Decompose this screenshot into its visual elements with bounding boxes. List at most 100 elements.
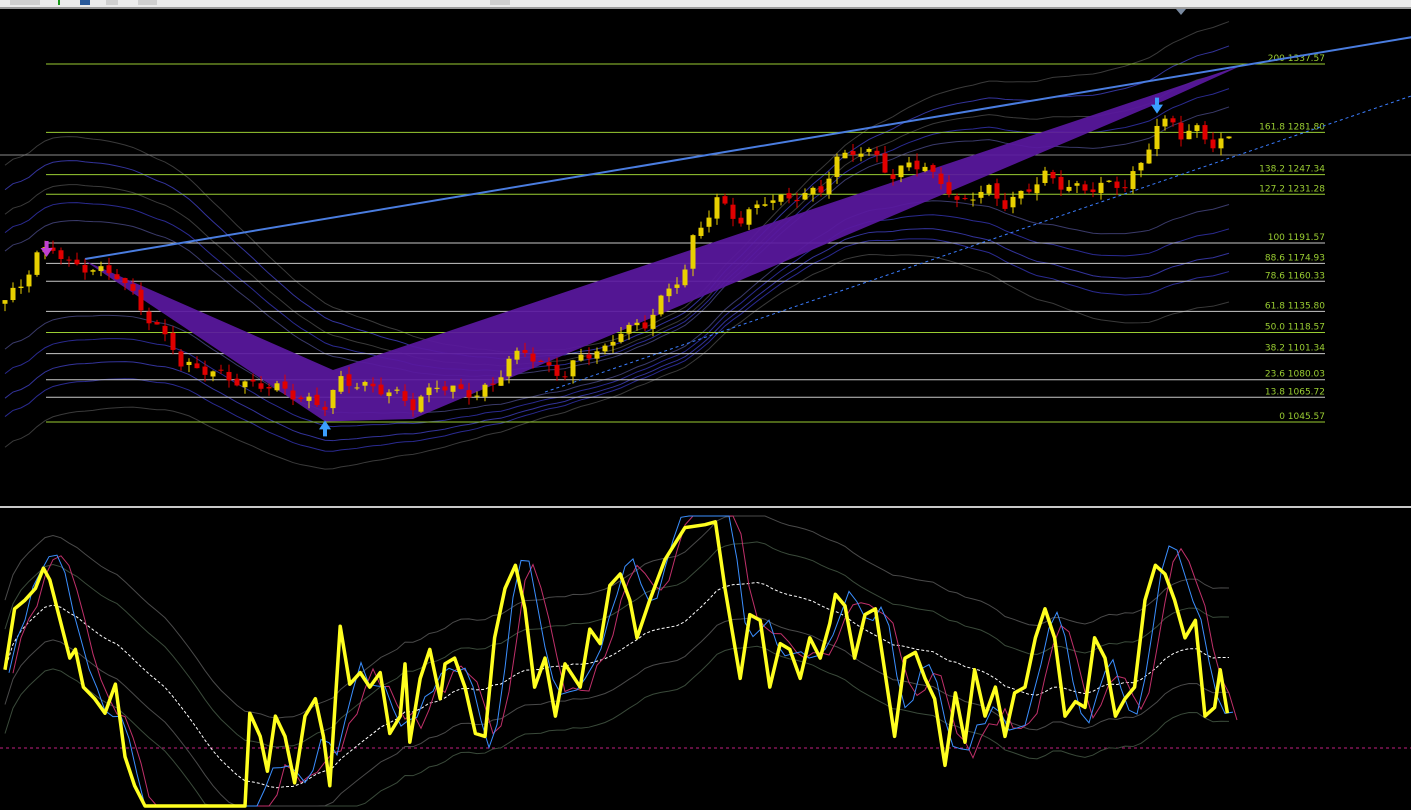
bear-candle <box>266 386 272 389</box>
bull-candle <box>10 287 16 301</box>
bull-candle <box>2 300 8 304</box>
candles <box>2 115 1232 417</box>
bear-candle <box>74 259 80 265</box>
bear-candle <box>114 274 120 280</box>
fib-level-label: 13.8 1065.72 <box>1265 387 1325 397</box>
band-line <box>4 45 1230 360</box>
band-line <box>4 238 1230 452</box>
bear-candle <box>1002 200 1008 209</box>
bull-candle <box>506 358 512 377</box>
bull-candle <box>354 387 360 389</box>
bull-candle <box>1034 184 1040 194</box>
chart-shift-marker-icon[interactable] <box>1176 9 1186 15</box>
bull-candle <box>690 235 696 269</box>
toolbar-icon[interactable] <box>58 0 60 5</box>
oscillator-signal-lines <box>4 515 1238 807</box>
bull-candle <box>1154 125 1160 150</box>
toolbar-icon[interactable] <box>80 0 90 5</box>
bull-candle <box>698 227 704 236</box>
bull-candle <box>714 197 720 219</box>
bull-candle <box>754 204 760 208</box>
bull-candle <box>514 350 520 360</box>
bull-candle <box>1162 118 1168 127</box>
bull-candle <box>186 361 192 366</box>
bull-candle <box>746 209 752 225</box>
bear-candle <box>258 383 264 389</box>
bear-candle <box>1050 172 1056 179</box>
bear-candle <box>66 259 72 261</box>
arrow-down-icon <box>1151 97 1163 114</box>
bull-candle <box>330 389 336 409</box>
bear-candle <box>1082 184 1088 191</box>
toolbar-field[interactable] <box>138 0 157 5</box>
bull-candle <box>858 153 864 157</box>
fib-level-label: 127.2 1231.28 <box>1259 184 1325 194</box>
bull-candle <box>426 387 432 396</box>
bear-candle <box>298 397 304 400</box>
bear-candle <box>82 264 88 273</box>
bull-candle <box>842 152 848 159</box>
bull-candle <box>386 392 392 397</box>
bull-candle <box>602 345 608 352</box>
bear-candle <box>554 364 560 376</box>
bear-candle <box>738 217 744 224</box>
bear-candle <box>538 360 544 362</box>
toolbar-button[interactable] <box>10 0 40 5</box>
fib-level-label: 50.0 1118.57 <box>1265 322 1325 332</box>
toolbar-button[interactable] <box>106 0 118 5</box>
bear-candle <box>890 174 896 179</box>
bull-candle <box>1218 138 1224 149</box>
bear-candle <box>290 390 296 400</box>
arrow-up-icon <box>319 420 331 437</box>
oscillator-band <box>4 616 1230 807</box>
bull-candle <box>306 396 312 401</box>
bull-candle <box>634 322 640 326</box>
bull-candle <box>650 314 656 329</box>
bear-candle <box>1178 122 1184 140</box>
bear-candle <box>930 165 936 172</box>
chart-area[interactable]: 200 1337.57 161.8 1281.80 138.2 1247.34 127… <box>0 9 1411 810</box>
fib-level-label: 138.2 1247.34 <box>1259 165 1325 175</box>
bull-candle <box>658 295 664 315</box>
bear-candle <box>194 363 200 369</box>
bear-candle <box>162 325 168 335</box>
price-panel: 200 1337.57 161.8 1281.80 138.2 1247.34 127… <box>0 9 1411 470</box>
fib-level-label: 78.6 1160.33 <box>1265 271 1325 281</box>
bull-candle <box>770 200 776 203</box>
fib-level-label: 200 1337.57 <box>1268 54 1325 64</box>
bull-candle <box>1106 180 1112 182</box>
bear-candle <box>794 199 800 202</box>
bull-candle <box>1018 190 1024 199</box>
bull-candle <box>210 371 216 377</box>
bull-candle <box>570 360 576 377</box>
bull-candle <box>1074 183 1080 186</box>
bear-candle <box>938 173 944 185</box>
bull-candle <box>18 286 24 289</box>
bull-candle <box>762 204 768 206</box>
bear-candle <box>882 153 888 173</box>
fib-level-label: 88.6 1174.93 <box>1265 253 1325 263</box>
fib-level-label: 61.8 1135.80 <box>1265 301 1325 311</box>
bear-candle <box>58 250 64 259</box>
bull-candle <box>706 217 712 227</box>
toolbar-field[interactable] <box>490 0 510 5</box>
bear-candle <box>914 160 920 170</box>
trendline[interactable] <box>84 36 1411 261</box>
bear-candle <box>642 322 648 329</box>
bull-candle <box>1146 149 1152 164</box>
bear-candle <box>250 379 256 382</box>
arrow-down-icon <box>40 241 53 258</box>
bear-candle <box>586 354 592 359</box>
bull-candle <box>498 377 504 386</box>
bear-candle <box>530 353 536 362</box>
bull-candle <box>1130 171 1136 189</box>
bear-candle <box>946 182 952 195</box>
bull-candle <box>778 194 784 202</box>
bear-candle <box>962 198 968 200</box>
bear-candle <box>562 376 568 378</box>
bull-candle <box>922 166 928 172</box>
support-line[interactable] <box>544 95 1411 393</box>
oscillator-average-line <box>4 581 1230 789</box>
bull-candle <box>970 199 976 201</box>
bear-candle <box>170 332 176 350</box>
